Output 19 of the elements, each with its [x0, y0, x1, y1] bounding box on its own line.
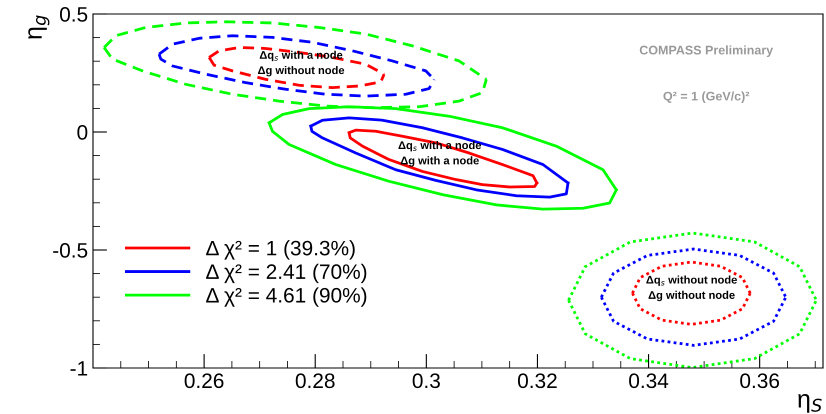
annotation: COMPASS Preliminary [640, 45, 774, 57]
legend-label: Δ χ² = 1 (39.3%) [206, 240, 355, 260]
x-tick-label: 0.34 [629, 373, 668, 388]
y-axis-title: η$_{g}$ [28, 15, 50, 39]
x-tick-label: 0.32 [518, 373, 557, 388]
annotation: Q² = 1 (GeV/c)² [663, 91, 750, 104]
legend-label: Δ χ² = 4.61 (90%) [206, 287, 366, 307]
y-tick-label: -1 [70, 361, 88, 376]
x-tick-label: 0.3 [412, 373, 440, 388]
annotation: Δq$_{s}$ with a node Δg without node [258, 50, 344, 76]
y-tick-label: -0.5 [53, 243, 88, 258]
legend-label: Δ χ² = 2.41 (70%) [206, 264, 366, 284]
y-tick-label: 0 [77, 125, 88, 140]
x-axis-title: η$_{S}$ [798, 394, 822, 413]
x-tick-label: 0.26 [184, 373, 224, 388]
x-tick-label: 0.36 [740, 373, 780, 388]
y-tick-label: 0.5 [60, 7, 88, 22]
annotation: Δq$_{s}$ without node Δg without node [646, 276, 737, 302]
x-tick-label: 0.28 [296, 373, 335, 388]
